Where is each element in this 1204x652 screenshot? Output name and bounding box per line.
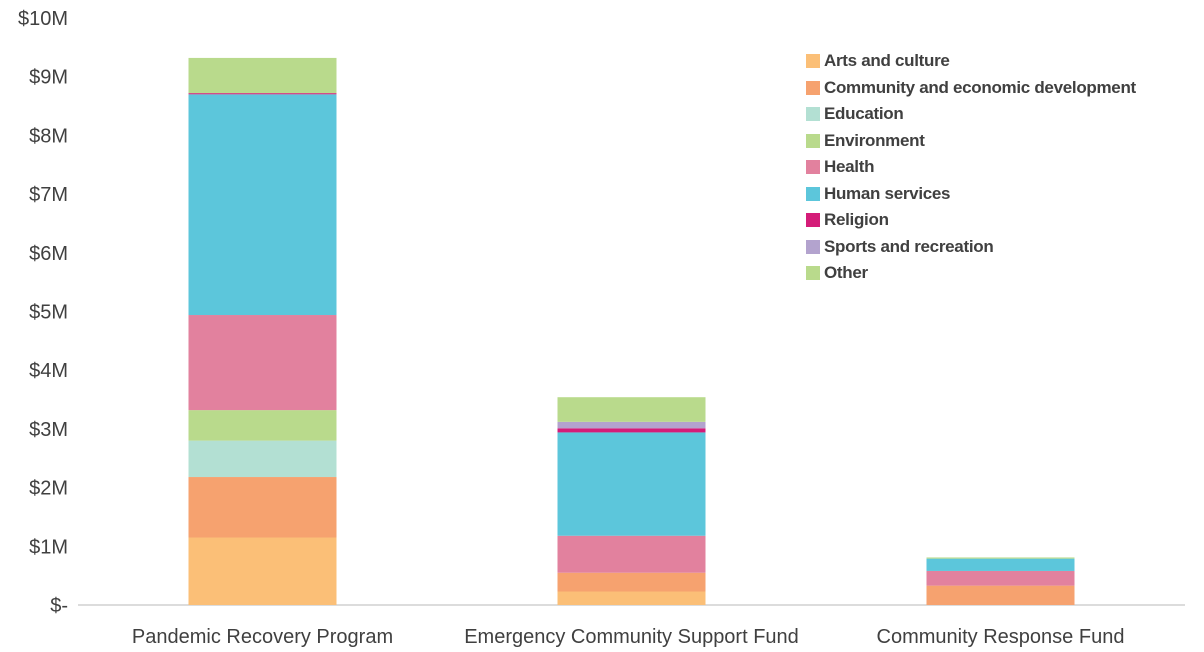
bar-segment — [926, 558, 1075, 571]
legend-item: Religion — [806, 207, 1136, 234]
bar-segment — [188, 57, 337, 94]
bar-segment — [557, 591, 706, 605]
legend-swatch — [806, 266, 820, 281]
legend-swatch — [806, 186, 820, 201]
legend-swatch — [806, 133, 820, 148]
legend-label: Health — [824, 157, 875, 177]
bar-segment — [557, 397, 706, 422]
legend-label: Human services — [824, 183, 951, 203]
bar-segment — [188, 94, 337, 316]
legend-swatch — [806, 107, 820, 122]
y-tick-label: $5M — [29, 302, 68, 324]
legend-swatch — [806, 160, 820, 175]
legend-item: Environment — [806, 128, 1136, 155]
legend: Arts and culture Community and economic d… — [806, 48, 1136, 287]
bar-segment — [188, 93, 337, 95]
legend-item: Other — [806, 260, 1136, 287]
legend-item: Community and economic development — [806, 75, 1136, 102]
y-tick-label: $3M — [29, 419, 68, 441]
bar-segment — [188, 537, 337, 605]
x-tick-label: Pandemic Recovery Program — [132, 626, 393, 648]
y-tick-label: $6M — [29, 243, 68, 265]
y-tick-label: $2M — [29, 478, 68, 500]
legend-item: Sports and recreation — [806, 234, 1136, 261]
legend-label: Arts and culture — [824, 51, 950, 71]
legend-item: Education — [806, 101, 1136, 128]
bar-segment — [926, 585, 1075, 605]
bar-segment — [557, 432, 706, 536]
legend-label: Environment — [824, 130, 925, 150]
bar-segment — [188, 440, 337, 478]
y-tick-label: $8M — [29, 125, 68, 147]
bar-segment — [557, 428, 706, 433]
bar-segment — [926, 570, 1075, 586]
legend-swatch — [806, 54, 820, 69]
x-tick-label: Emergency Community Support Fund — [464, 626, 799, 648]
legend-label: Religion — [824, 210, 889, 230]
bar-segment — [557, 572, 706, 592]
y-tick-label: $9M — [29, 67, 68, 89]
legend-label: Sports and recreation — [824, 236, 994, 256]
y-tick-label: $7M — [29, 184, 68, 206]
bar-segment — [188, 410, 337, 441]
legend-label: Community and economic development — [824, 77, 1136, 97]
bar-segment — [557, 535, 706, 573]
legend-item: Health — [806, 154, 1136, 181]
x-tick-label: Community Response Fund — [877, 626, 1125, 648]
y-tick-label: $1M — [29, 536, 68, 558]
legend-swatch — [806, 213, 820, 228]
legend-swatch — [806, 239, 820, 254]
y-tick-label: $4M — [29, 360, 68, 382]
y-tick-label: $10M — [18, 8, 68, 30]
legend-swatch — [806, 80, 820, 95]
bar-segment — [926, 557, 1075, 559]
y-tick-label: $- — [50, 595, 68, 617]
legend-item: Arts and culture — [806, 48, 1136, 75]
legend-label: Education — [824, 104, 904, 124]
y-axis-ticks: $- $1M $2M $3M $4M $5M $6M $7M $8M $9M $10M — [18, 8, 68, 617]
legend-label: Other — [824, 263, 868, 283]
bar-segment — [188, 477, 337, 538]
x-axis-labels: Pandemic Recovery Program Emergency Commu… — [132, 626, 1125, 648]
legend-item: Human services — [806, 181, 1136, 208]
bar-segment — [188, 315, 337, 411]
bars — [188, 57, 1075, 605]
bar-segment — [557, 421, 706, 429]
